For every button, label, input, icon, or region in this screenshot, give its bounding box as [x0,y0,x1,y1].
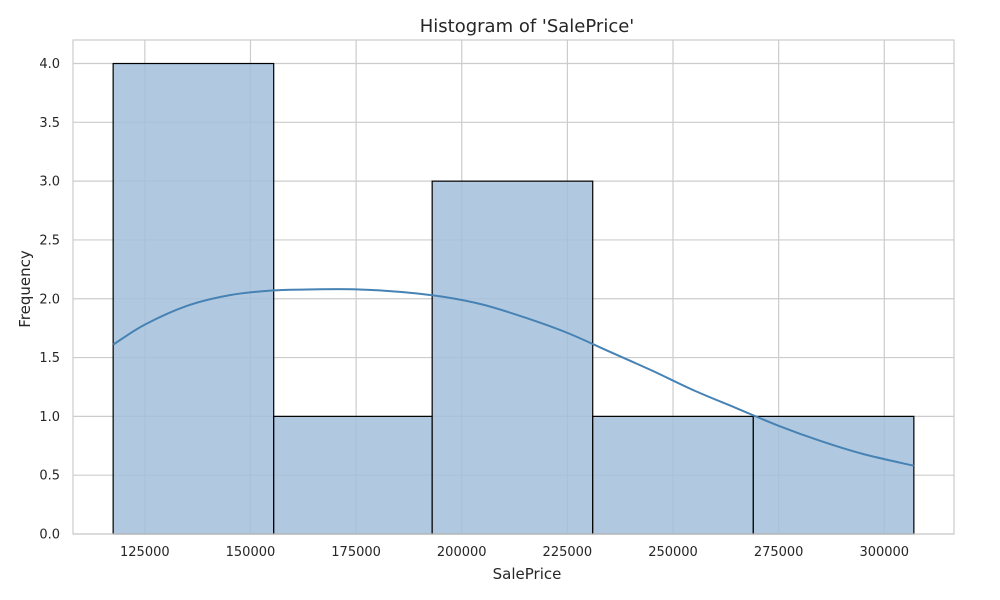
x-tick-label: 300000 [859,545,909,560]
histogram-bar [431,180,594,535]
x-tick-label: 225000 [543,545,593,560]
y-tick-label: 3.0 [39,175,60,190]
y-tick-label: 1.0 [39,410,60,425]
chart-title: Histogram of 'SalePrice' [420,16,635,37]
histogram-bar [592,415,754,535]
plot-frame [72,39,955,535]
x-axis-label: SalePrice [493,565,562,583]
y-tick-label: 2.5 [39,233,60,248]
histogram-bar [273,415,433,535]
y-tick-label: 3.5 [39,116,60,131]
kde-curve-group [112,288,915,467]
x-tick-label: 175000 [331,545,381,560]
histogram-bars [112,62,915,535]
x-tick-label: 200000 [437,545,487,560]
x-tick-labels: 125000 150000 175000 200000 225000 250000 2750… [120,545,909,560]
y-tick-label: 1.5 [39,351,60,366]
y-tick-label: 0.0 [39,528,60,543]
y-tick-labels: 0.0 0.5 1.0 1.5 2.0 2.5 3.0 3.5 4.0 [39,57,60,542]
y-tick-label: 0.5 [39,469,60,484]
x-tick-label: 275000 [754,545,804,560]
histogram-bar [752,415,915,535]
histogram-bar [112,62,275,535]
y-tick-label: 2.0 [39,292,60,307]
x-tick-label: 125000 [120,545,170,560]
y-tick-label: 4.0 [39,57,60,72]
kde-curve [112,288,915,467]
x-tick-label: 250000 [648,545,698,560]
y-axis-label: Frequency [16,250,34,328]
x-tick-label: 150000 [226,545,276,560]
